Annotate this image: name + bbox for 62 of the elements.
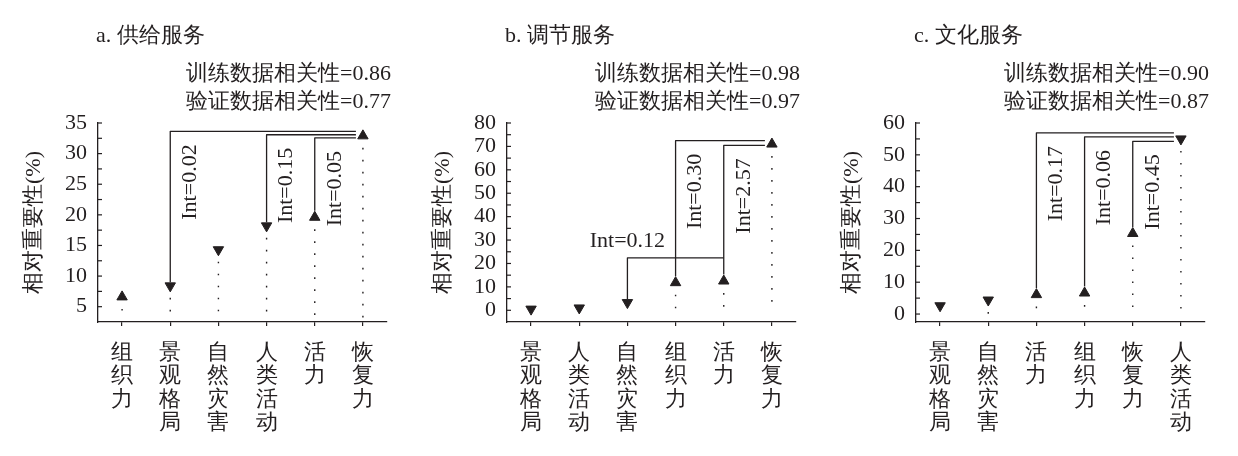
text: 验证数据相关性=0.87 [1004,87,1209,113]
text: 训练数据相关性=0.98 [595,59,800,85]
annotation: Int=2.57 [729,158,755,234]
text: 验证数据相关性=0.77 [186,87,391,113]
y-tick-label: 15 [65,231,87,257]
y-tick-label: 30 [474,225,496,251]
text: 训练数据相关性=0.90 [1004,59,1209,85]
x-tick-label: 组织力 [111,339,134,411]
y-tick-label: 10 [474,272,496,298]
x-tick-label: 活力 [712,339,735,388]
x-tick-label: 自然灾害 [977,339,1000,434]
y-axis-title: 相对重要性(%) [429,151,455,294]
annotation: Int=0.30 [681,153,707,230]
y-tick-label: 0 [485,296,496,322]
annotation: Int=0.05 [320,150,346,227]
annotation: Int=0.15 [272,147,298,224]
x-tick-label: 人类活动 [1169,339,1192,434]
y-tick-label: 10 [65,261,87,287]
y-tick-label: 50 [474,179,496,205]
y-axis-title: 相对重要性(%) [20,151,46,294]
y-tick-label: 70 [474,132,496,158]
x-tick-label: 组织力 [664,339,687,411]
annotation: Int=0.45 [1138,154,1164,230]
x-tick-label: 活力 [1025,339,1048,388]
x-tick-label: 恢复力 [350,339,374,411]
y-tick-label: 20 [883,236,905,262]
x-tick-label: 组织力 [1073,339,1096,411]
y-tick-label: 5 [76,292,87,318]
y-tick-label: 20 [65,200,87,226]
y-tick-label: 40 [474,202,496,228]
y-tick-label: 30 [65,139,87,165]
x-tick-label: 恢复力 [1120,339,1144,411]
x-tick-label: 恢复力 [759,339,783,411]
x-tick-label: 人类活动 [568,339,591,434]
y-tick-label: 35 [65,108,87,134]
y-tick-label: 40 [883,172,905,198]
y-tick-label: 60 [474,155,496,181]
text: 验证数据相关性=0.97 [595,87,800,113]
x-tick-label: 景观格局 [158,339,182,434]
y-tick-label: 50 [883,140,905,166]
y-tick-label: 30 [883,204,905,230]
x-tick-label: 自然灾害 [616,339,639,434]
y-tick-label: 10 [883,267,905,293]
chart-title: c. 文化服务 [914,21,1023,47]
y-tick-label: 0 [894,299,905,325]
annotation: Int=0.06 [1090,149,1116,226]
x-tick-label: 景观格局 [519,339,543,434]
y-tick-label: 25 [65,170,87,196]
chart-title: b. 调节服务 [505,21,615,47]
y-tick-label: 20 [474,249,496,275]
annotation: Int=0.12 [589,226,666,252]
x-tick-label: 自然灾害 [207,339,230,434]
y-axis-title: 相对重要性(%) [838,151,864,294]
annotation: Int=0.02 [176,144,202,220]
text: 训练数据相关性=0.86 [186,59,391,85]
x-tick-label: 活力 [303,339,326,388]
x-tick-label: 景观格局 [928,339,952,434]
y-tick-label: 80 [474,108,496,134]
chart-title: a. 供给服务 [96,21,205,47]
y-tick-label: 60 [883,108,905,134]
x-tick-label: 人类活动 [255,339,278,434]
annotation: Int=0.17 [1042,145,1068,222]
